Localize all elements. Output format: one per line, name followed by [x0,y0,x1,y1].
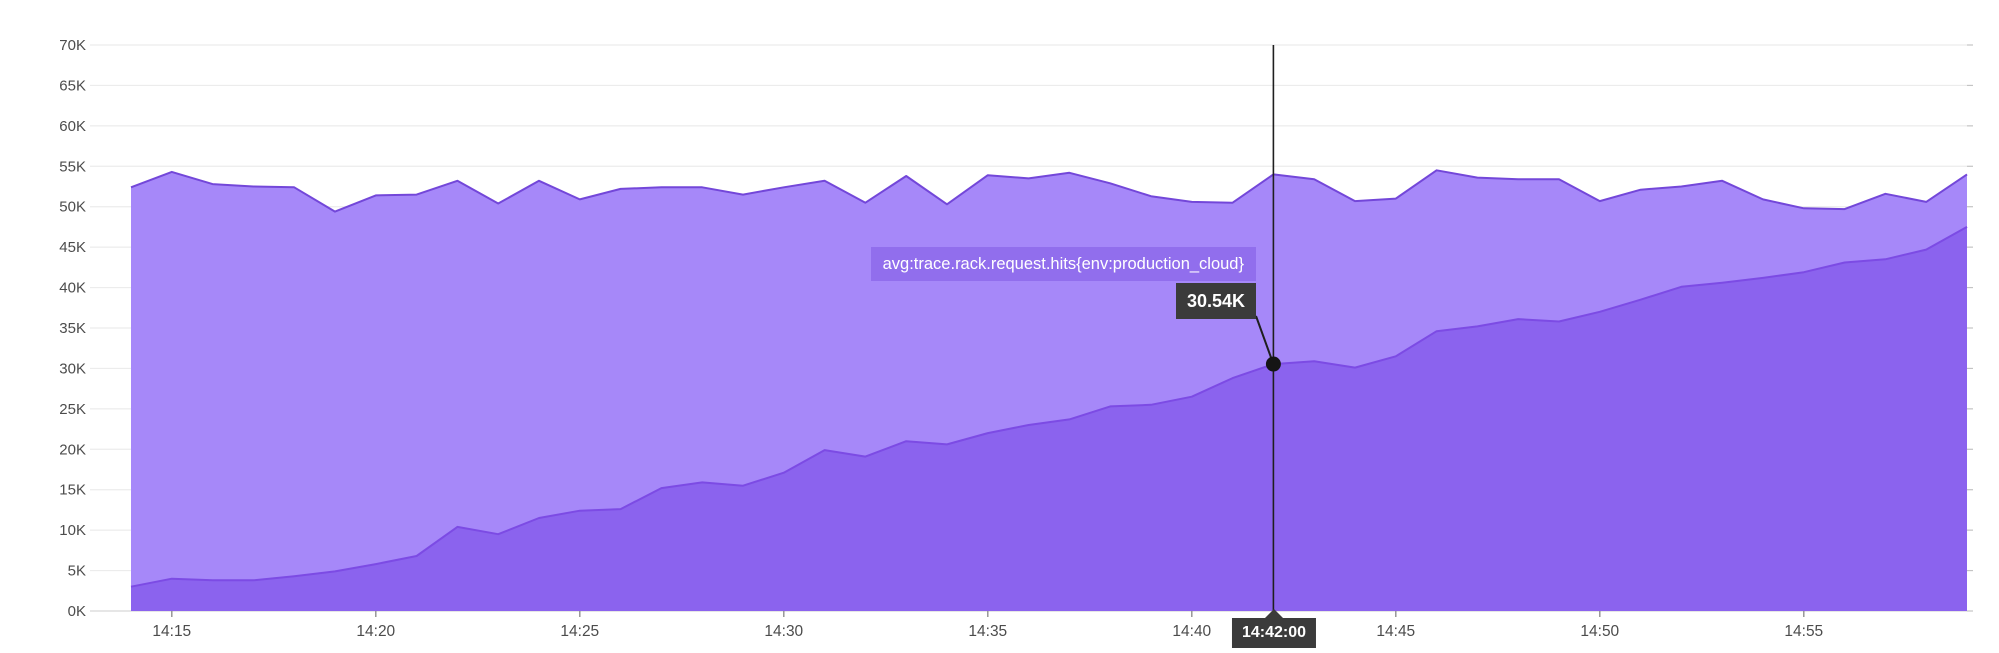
x-axis-tick-label: 14:15 [152,623,191,640]
x-axis-tick-label: 14:45 [1376,623,1415,640]
y-axis-tick-label: 70K [59,37,86,54]
x-axis-tick-label: 14:40 [1172,623,1211,640]
y-axis-tick-label: 55K [59,158,86,175]
y-axis-tick-label: 50K [59,199,86,216]
x-axis-tick-label: 14:35 [968,623,1007,640]
tooltip-connector-line [1255,315,1275,365]
x-axis-tick-label: 14:55 [1784,623,1823,640]
y-axis-tick-label: 5K [68,563,86,580]
y-axis-tick-label: 45K [59,239,86,256]
tooltip-value-badge: 30.54K [1175,283,1256,319]
crosshair-time-badge: 14:42:00 [1231,618,1317,648]
y-axis-tick-label: 40K [59,280,86,297]
x-axis-tick-label: 14:50 [1580,623,1619,640]
y-axis-tick-label: 30K [59,360,86,377]
y-axis-tick-label: 65K [59,77,86,94]
area-series-production-cloud-hits[interactable] [131,226,1967,611]
hover-point-marker [1265,356,1281,372]
y-axis-tick-label: 10K [59,522,86,539]
line-series-production-cloud-hits [130,226,1968,588]
y-axis-tick-label: 15K [59,482,86,499]
y-axis-tick-label: 25K [59,401,86,418]
x-axis-tick-label: 14:25 [560,623,599,640]
time-badge-arrow-icon [1265,609,1283,618]
y-axis-tick-label: 60K [59,118,86,135]
y-axis-tick-label: 20K [59,441,86,458]
x-axis-tick-label: 14:20 [356,623,395,640]
x-axis-tick-label: 14:30 [764,623,803,640]
line-series-total-request-hits [130,169,1968,213]
y-axis-tick-label: 35K [59,320,86,337]
tooltip-metric-label: avg:trace.rack.request.hits{env:producti… [870,247,1256,281]
y-axis-tick-label: 0K [68,603,86,620]
